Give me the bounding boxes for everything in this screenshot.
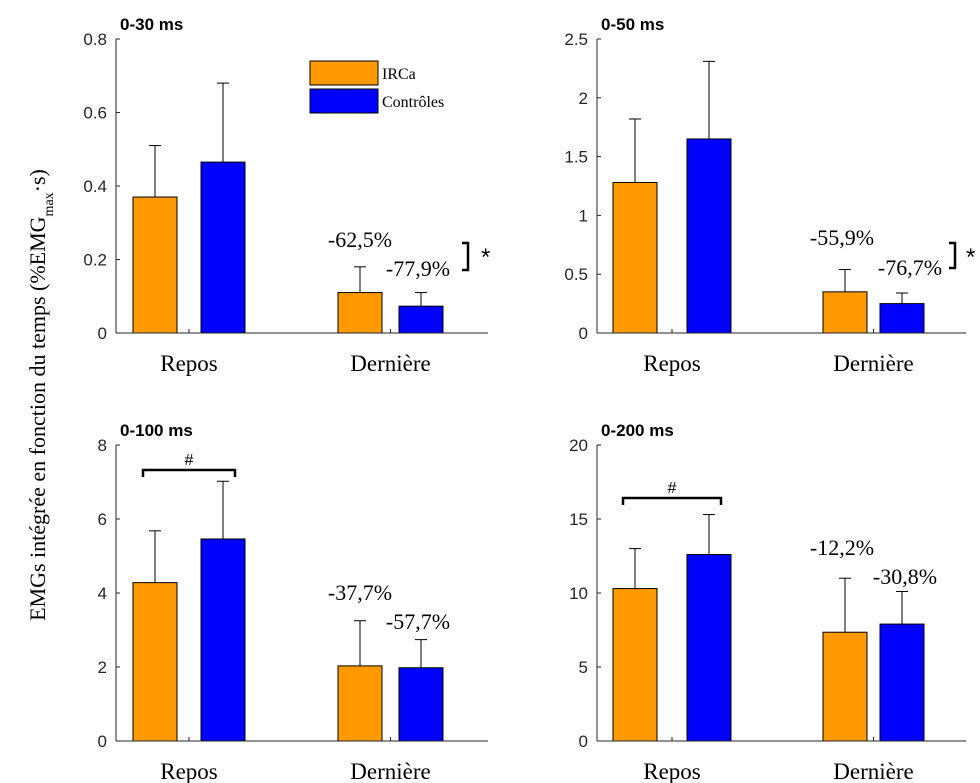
group-bracket: [623, 498, 721, 505]
chart-title: 0-100 ms: [120, 421, 193, 440]
legend-label-1: Contrôles: [382, 94, 444, 111]
y-axis-label: EMGs intégrée en fonction du temps (%EMG…: [25, 169, 57, 621]
group-bracket: [143, 470, 235, 477]
percent-annotation-1: -77,9%: [386, 256, 450, 281]
bar-1-0: [338, 666, 382, 741]
y-tick-label-1: 0.5: [564, 265, 588, 284]
percent-annotation-0: -55,9%: [810, 225, 874, 250]
chart-title: 0-200 ms: [601, 421, 674, 440]
y-tick-label-1: 0.2: [83, 251, 107, 270]
y-tick-label-4: 8: [98, 436, 107, 455]
y-tick-label-3: 6: [98, 510, 107, 529]
bar-1-0: [338, 293, 382, 333]
y-tick-label-5: 2.5: [564, 30, 588, 49]
y-tick-label-1: 2: [98, 658, 107, 677]
category-label-1: Dernière: [833, 351, 913, 376]
category-label-1: Dernière: [350, 759, 430, 783]
bar-0-1: [201, 162, 245, 333]
bar-0-0: [613, 589, 657, 741]
y-tick-label-3: 15: [569, 510, 588, 529]
y-tick-label-0: 0: [98, 732, 107, 751]
chart-title: 0-50 ms: [601, 15, 664, 34]
legend-label-0: IRCa: [382, 66, 416, 83]
group-marker: #: [185, 452, 194, 469]
y-tick-label-2: 4: [98, 584, 107, 603]
y-tick-label-0: 0: [579, 732, 588, 751]
bar-0-0: [133, 197, 177, 333]
bar-0-1: [687, 139, 731, 333]
y-tick-label-2: 1: [579, 206, 588, 225]
percent-annotation-0: -37,7%: [328, 580, 392, 605]
chart-panel-2: Repos Dernière 0 0.5 1 1.5 2 2.5 0-50 ms -55,9%-7…: [564, 15, 975, 376]
chart-panel-1: Repos Dernière 0 0.2 0.4 0.6 0.8 0-30 ms -62,5% -…: [83, 15, 490, 376]
y-tick-label-3: 0.6: [83, 104, 107, 123]
y-tick-label-1: 5: [579, 658, 588, 677]
legend-swatch-1: [310, 89, 378, 113]
significance-bracket: [949, 243, 955, 268]
percent-annotation-1: -76,7%: [878, 255, 942, 280]
y-tick-label-4: 20: [569, 436, 588, 455]
significance-star: *: [966, 244, 975, 271]
bar-1-1: [880, 624, 924, 741]
legend-swatch-0: [310, 61, 378, 85]
bar-0-1: [201, 539, 245, 741]
category-label-0: Repos: [160, 351, 218, 376]
y-tick-label-0: 0: [579, 324, 588, 343]
bar-1-0: [823, 292, 867, 333]
bar-1-1: [399, 306, 443, 333]
y-tick-label-0: 0: [98, 324, 107, 343]
percent-annotation-1: -57,7%: [386, 609, 450, 634]
significance-star: *: [481, 244, 490, 271]
category-label-0: Repos: [643, 351, 701, 376]
chart-panel-3: Repos Dernière 0 2 4 6 8 0-100 ms -37,7% -57,7% #: [98, 421, 488, 783]
chart-title: 0-30 ms: [120, 15, 183, 34]
category-label-0: Repos: [643, 759, 701, 783]
legend: IRCa Contrôles: [310, 61, 444, 113]
bar-0-0: [613, 182, 657, 333]
percent-annotation-0: -62,5%: [328, 227, 392, 252]
significance-bracket: [462, 243, 468, 270]
category-label-1: Dernière: [833, 759, 913, 783]
y-tick-label-4: 0.8: [83, 30, 107, 49]
percent-annotation-1: -30,8%: [873, 564, 937, 589]
percent-annotation-0: -12,2%: [810, 535, 874, 560]
bar-0-0: [133, 583, 177, 741]
y-tick-label-2: 0.4: [83, 177, 107, 196]
y-tick-label-4: 2: [579, 89, 588, 108]
bar-1-1: [399, 668, 443, 741]
category-label-0: Repos: [160, 759, 218, 783]
y-tick-label-3: 1.5: [564, 148, 588, 167]
y-tick-label-2: 10: [569, 584, 588, 603]
chart-panel-4: Repos Dernière 0 5 10 15 20 0-200 ms -12,2% -30,8…: [569, 421, 966, 783]
bar-1-0: [823, 632, 867, 741]
category-label-1: Dernière: [350, 351, 430, 376]
group-marker: #: [668, 480, 677, 497]
bar-1-1: [880, 304, 924, 333]
bar-0-1: [687, 555, 731, 741]
